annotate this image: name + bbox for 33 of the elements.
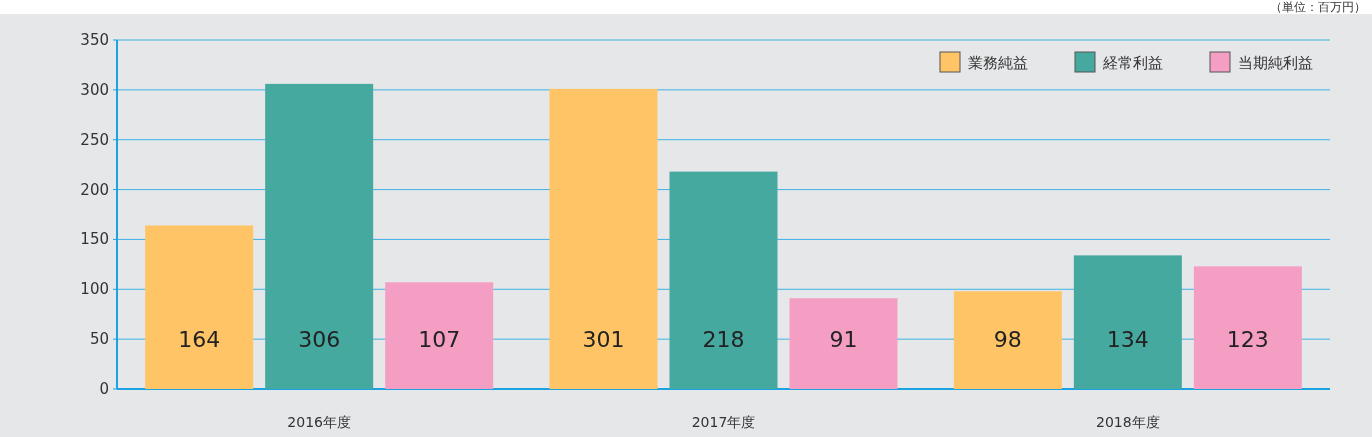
bar	[1193, 266, 1302, 389]
bar	[953, 291, 1062, 389]
bar	[145, 225, 254, 389]
legend-label: 業務純益	[968, 54, 1028, 72]
y-tick-label: 100	[80, 280, 109, 299]
data-label: 107	[418, 327, 461, 352]
bar	[265, 83, 374, 389]
bar	[385, 282, 494, 389]
bar	[1073, 255, 1182, 389]
x-tick-label: 2018年度	[1096, 414, 1160, 430]
y-tick-label: 250	[80, 130, 109, 149]
text: （単位：百万円）	[1270, 0, 1366, 14]
legend-label: 当期純利益	[1238, 54, 1313, 72]
bar	[549, 88, 658, 389]
data-label: 123	[1226, 327, 1269, 352]
data-label: 134	[1106, 327, 1149, 352]
bar	[669, 171, 778, 389]
x-tick-label: 2016年度	[287, 414, 351, 430]
data-label: 301	[582, 327, 625, 352]
data-label: 98	[993, 327, 1022, 352]
y-tick-label: 50	[89, 330, 109, 349]
y-tick-label: 300	[80, 80, 109, 99]
y-tick-label: 350	[80, 31, 109, 49]
data-label: 306	[298, 327, 341, 352]
data-label: 91	[829, 327, 858, 352]
legend-label: 経常利益	[1102, 54, 1163, 72]
y-tick-label: 200	[80, 180, 109, 199]
data-label: 164	[178, 327, 221, 352]
data-label: 218	[702, 327, 745, 352]
y-tick-label: 150	[80, 230, 109, 249]
y-tick-label: 0	[99, 380, 109, 398]
x-tick-label: 2017年度	[691, 414, 756, 430]
bar	[789, 298, 898, 389]
